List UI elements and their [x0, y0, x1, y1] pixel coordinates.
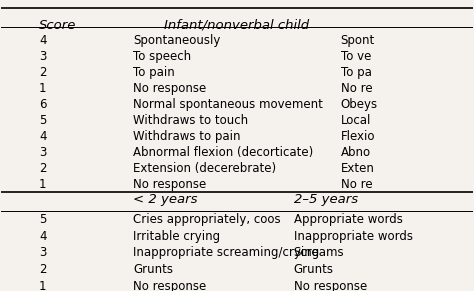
- Text: No response: No response: [133, 178, 207, 191]
- Text: Inappropriate words: Inappropriate words: [293, 230, 412, 243]
- Text: 4: 4: [39, 130, 46, 143]
- Text: 2: 2: [39, 162, 46, 175]
- Text: Grunts: Grunts: [133, 263, 173, 276]
- Text: No re: No re: [341, 82, 372, 95]
- Text: Cries appropriately, coos: Cries appropriately, coos: [133, 213, 281, 226]
- Text: 5: 5: [39, 213, 46, 226]
- Text: 4: 4: [39, 33, 46, 47]
- Text: Inappropriate screaming/crying: Inappropriate screaming/crying: [133, 246, 319, 259]
- Text: 1: 1: [39, 82, 46, 95]
- Text: Withdraws to pain: Withdraws to pain: [133, 130, 241, 143]
- Text: 1: 1: [39, 280, 46, 291]
- Text: Withdraws to touch: Withdraws to touch: [133, 114, 248, 127]
- Text: 5: 5: [39, 114, 46, 127]
- Text: No response: No response: [133, 280, 207, 291]
- Text: Extension (decerebrate): Extension (decerebrate): [133, 162, 276, 175]
- Text: 2: 2: [39, 66, 46, 79]
- Text: Abnormal flexion (decorticate): Abnormal flexion (decorticate): [133, 146, 314, 159]
- Text: To ve: To ve: [341, 50, 371, 63]
- Text: No response: No response: [133, 82, 207, 95]
- Text: Spont: Spont: [341, 33, 375, 47]
- Text: 2–5 years: 2–5 years: [293, 193, 358, 206]
- Text: Abno: Abno: [341, 146, 371, 159]
- Text: Screams: Screams: [293, 246, 344, 259]
- Text: 4: 4: [39, 230, 46, 243]
- Text: Appropriate words: Appropriate words: [293, 213, 402, 226]
- Text: Flexio: Flexio: [341, 130, 375, 143]
- Text: 3: 3: [39, 146, 46, 159]
- Text: 6: 6: [39, 98, 46, 111]
- Text: < 2 years: < 2 years: [133, 193, 198, 206]
- Text: Obeys: Obeys: [341, 98, 378, 111]
- Text: Grunts: Grunts: [293, 263, 334, 276]
- Text: Exten: Exten: [341, 162, 374, 175]
- Text: Irritable crying: Irritable crying: [133, 230, 220, 243]
- Text: Spontaneously: Spontaneously: [133, 33, 221, 47]
- Text: 1: 1: [39, 178, 46, 191]
- Text: Score: Score: [39, 19, 76, 32]
- Text: To pa: To pa: [341, 66, 372, 79]
- Text: Local: Local: [341, 114, 371, 127]
- Text: Normal spontaneous movement: Normal spontaneous movement: [133, 98, 323, 111]
- Text: 3: 3: [39, 50, 46, 63]
- Text: To speech: To speech: [133, 50, 191, 63]
- Text: No response: No response: [293, 280, 367, 291]
- Text: To pain: To pain: [133, 66, 175, 79]
- Text: 3: 3: [39, 246, 46, 259]
- Text: 2: 2: [39, 263, 46, 276]
- Text: Infant/nonverbal child: Infant/nonverbal child: [164, 19, 310, 32]
- Text: No re: No re: [341, 178, 372, 191]
